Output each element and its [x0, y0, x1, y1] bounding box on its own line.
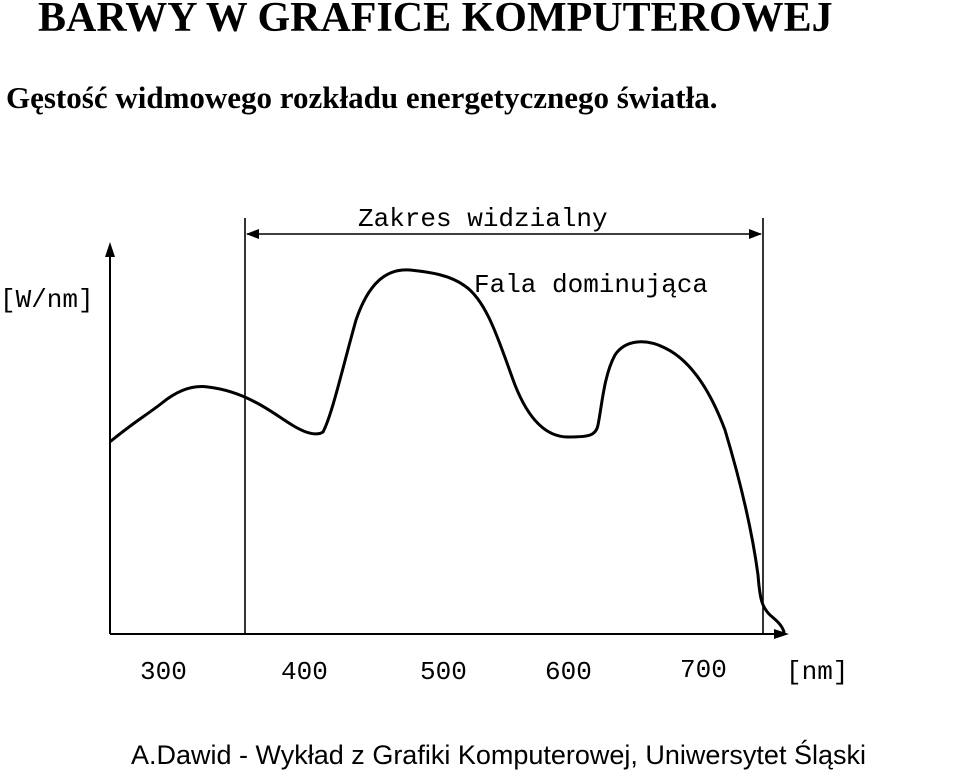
x-tick-label-600: 600	[545, 657, 592, 687]
slide-title: BARWY W GRAFICE KOMPUTEROWEJ	[38, 0, 833, 41]
visible-range-left-arrow-icon	[246, 229, 259, 239]
visible-range-right-arrow-icon	[749, 229, 762, 239]
footer-credit: A.Dawid - Wykład z Grafiki Komputerowej,…	[131, 740, 866, 770]
slide-subtitle: Gęstość widmowego rozkładu energetyczneg…	[6, 80, 718, 115]
x-tick-label-700: 700	[680, 655, 727, 685]
dominant-wave-label: Fala dominująca	[474, 270, 708, 300]
x-tick-label-500: 500	[420, 657, 467, 687]
x-tick-label-400: 400	[281, 657, 328, 687]
x-axis-arrow-icon	[774, 629, 789, 639]
y-axis-unit-label: [W/nm]	[0, 285, 94, 315]
y-axis-arrow-icon	[105, 242, 115, 257]
spectral-curve	[109, 268, 786, 634]
visible-range-label: Zakres widzialny	[358, 204, 608, 234]
x-tick-label-300: 300	[140, 657, 187, 687]
x-axis-unit-label: [nm]	[786, 657, 848, 687]
